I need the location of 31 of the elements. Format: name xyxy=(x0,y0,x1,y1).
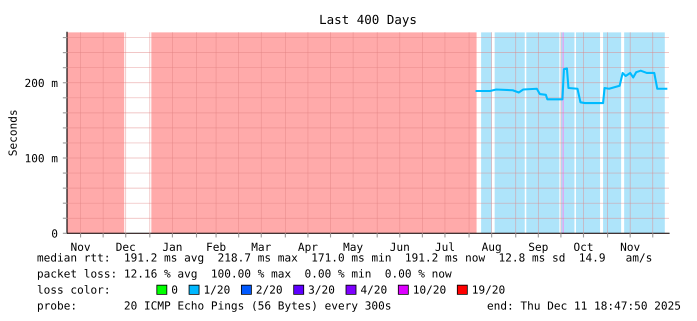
x-tick-label: Mar xyxy=(252,242,271,251)
text: median rtt: 191.2 ms avg 218.7 ms max 171.0 ms min 191.2 ms now 12.8 ms sd 14.9 am/s xyxy=(38,253,652,264)
text: probe: 20 ICMP Echo Pings (56 Bytes) every 300s xyxy=(38,301,390,312)
x-tick-label: Apr xyxy=(298,242,318,254)
line-series xyxy=(476,67,668,104)
x-tick-label: Jun xyxy=(390,242,409,251)
x-tick-label: Jul xyxy=(436,242,454,251)
legend-label: 0 xyxy=(172,285,178,294)
text: loss color: xyxy=(38,285,108,294)
x-tick-label: Sep xyxy=(529,242,548,254)
x-tick-label: Dec xyxy=(116,242,135,251)
y-tick-label: 200 m xyxy=(25,78,58,88)
x-tick-label: Nov xyxy=(71,242,90,251)
legend-label: 1/20 xyxy=(204,285,230,295)
chart-title: Last 400 Days xyxy=(320,14,416,27)
y-axis-title: Seconds xyxy=(8,110,17,156)
x-tick-label: May xyxy=(344,242,363,254)
x-tick-label: Oct xyxy=(574,242,592,251)
text: end: Thu Dec 11 18:47:50 2025 xyxy=(488,301,680,310)
legend-label: 2/20 xyxy=(256,285,282,295)
legend-label: 10/20 xyxy=(414,285,446,295)
text: packet loss: 12.16 % avg 100.00 % max 0.00 % min 0.00 % now xyxy=(38,269,452,280)
legend-label: 19/20 xyxy=(473,285,504,295)
legend-label: 3/20 xyxy=(308,285,334,295)
legend-label: 4/20 xyxy=(361,285,386,295)
y-tick-label: 0 xyxy=(52,229,58,238)
x-tick-label: Nov xyxy=(620,242,640,251)
x-tick-label: Feb xyxy=(207,242,226,251)
x-tick-label: Jan xyxy=(162,242,182,251)
x-tick-label: Aug xyxy=(482,242,501,254)
y-tick-label: 100 m xyxy=(26,154,58,162)
